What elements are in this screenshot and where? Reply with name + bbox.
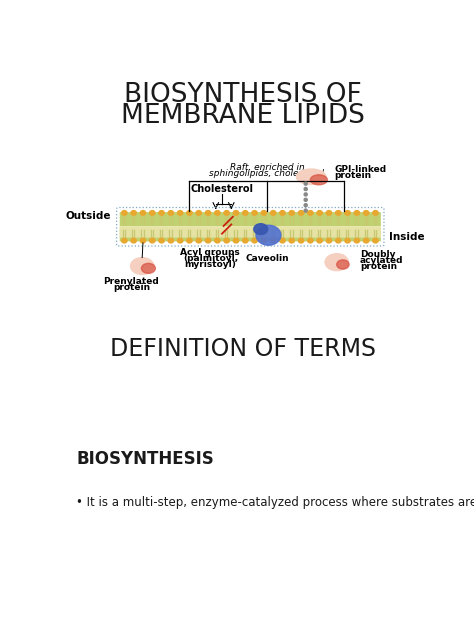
Ellipse shape (304, 198, 307, 202)
Ellipse shape (336, 238, 341, 243)
Ellipse shape (224, 210, 229, 216)
Ellipse shape (354, 238, 360, 243)
Ellipse shape (177, 210, 183, 216)
Ellipse shape (140, 238, 146, 243)
Ellipse shape (261, 210, 266, 216)
Text: Caveolin: Caveolin (245, 254, 289, 263)
Text: sphingolipids, cholesterol: sphingolipids, cholesterol (210, 169, 324, 178)
Text: Doubly: Doubly (360, 250, 395, 259)
Text: BIOSYNTHESIS OF: BIOSYNTHESIS OF (124, 82, 362, 108)
Ellipse shape (131, 238, 137, 243)
Ellipse shape (289, 238, 294, 243)
Ellipse shape (243, 210, 248, 216)
Text: (palmitoyl,: (palmitoyl, (183, 254, 238, 263)
Ellipse shape (308, 238, 313, 243)
Text: MEMBRANE LIPIDS: MEMBRANE LIPIDS (121, 103, 365, 129)
Ellipse shape (271, 210, 276, 216)
Ellipse shape (215, 210, 220, 216)
Ellipse shape (317, 238, 322, 243)
Text: Raft, enriched in: Raft, enriched in (229, 163, 304, 172)
Ellipse shape (233, 238, 239, 243)
Text: BIOSYNTHESIS: BIOSYNTHESIS (76, 449, 214, 468)
Ellipse shape (149, 238, 155, 243)
Ellipse shape (304, 188, 307, 191)
Ellipse shape (224, 238, 229, 243)
Ellipse shape (298, 238, 304, 243)
Ellipse shape (196, 238, 201, 243)
Ellipse shape (130, 258, 154, 274)
Ellipse shape (168, 238, 173, 243)
Ellipse shape (317, 210, 322, 216)
Ellipse shape (187, 210, 192, 216)
Ellipse shape (373, 210, 378, 216)
Ellipse shape (304, 193, 307, 196)
Ellipse shape (345, 210, 350, 216)
Ellipse shape (364, 210, 369, 216)
Ellipse shape (140, 210, 146, 216)
Ellipse shape (159, 238, 164, 243)
Ellipse shape (310, 175, 328, 185)
Ellipse shape (233, 210, 239, 216)
Text: DEFINITION OF TERMS: DEFINITION OF TERMS (110, 337, 376, 362)
Ellipse shape (298, 210, 304, 216)
Ellipse shape (308, 210, 313, 216)
FancyBboxPatch shape (120, 212, 381, 226)
Ellipse shape (131, 210, 137, 216)
Text: GPI-linked: GPI-linked (334, 166, 386, 174)
Ellipse shape (261, 238, 266, 243)
Ellipse shape (326, 210, 332, 216)
Text: protein: protein (360, 262, 397, 271)
Ellipse shape (280, 210, 285, 216)
Text: protein: protein (334, 171, 372, 181)
Text: acylated: acylated (360, 256, 403, 265)
Ellipse shape (252, 238, 257, 243)
Ellipse shape (364, 238, 369, 243)
Text: Outside: Outside (66, 211, 111, 221)
Ellipse shape (326, 238, 332, 243)
Ellipse shape (254, 224, 268, 234)
Ellipse shape (256, 225, 281, 245)
Ellipse shape (271, 238, 276, 243)
Ellipse shape (205, 238, 211, 243)
Ellipse shape (337, 260, 349, 269)
Ellipse shape (289, 210, 294, 216)
Ellipse shape (205, 210, 211, 216)
Ellipse shape (168, 210, 173, 216)
Ellipse shape (252, 210, 257, 216)
Ellipse shape (354, 210, 360, 216)
Ellipse shape (122, 238, 127, 243)
Text: Cholesterol: Cholesterol (191, 185, 254, 195)
Ellipse shape (345, 238, 350, 243)
Ellipse shape (177, 238, 183, 243)
Text: • It is a multi-step, enzyme-catalyzed process where substrates are: • It is a multi-step, enzyme-catalyzed p… (76, 496, 474, 509)
Ellipse shape (196, 210, 201, 216)
Ellipse shape (304, 182, 307, 185)
Ellipse shape (336, 210, 341, 216)
Text: Acyl groups: Acyl groups (181, 248, 240, 257)
Ellipse shape (325, 253, 348, 270)
Ellipse shape (159, 210, 164, 216)
Ellipse shape (280, 238, 285, 243)
Ellipse shape (296, 169, 326, 185)
Ellipse shape (304, 209, 307, 212)
Ellipse shape (215, 238, 220, 243)
Ellipse shape (141, 264, 155, 274)
FancyBboxPatch shape (120, 226, 381, 238)
Text: myristoyl): myristoyl) (184, 260, 237, 269)
Text: Inside: Inside (389, 232, 424, 242)
Ellipse shape (122, 210, 127, 216)
Text: Prenylated: Prenylated (103, 277, 159, 286)
Ellipse shape (243, 238, 248, 243)
Ellipse shape (304, 204, 307, 207)
Ellipse shape (373, 238, 378, 243)
Ellipse shape (187, 238, 192, 243)
FancyBboxPatch shape (120, 228, 381, 241)
Ellipse shape (149, 210, 155, 216)
Text: protein: protein (113, 283, 150, 292)
